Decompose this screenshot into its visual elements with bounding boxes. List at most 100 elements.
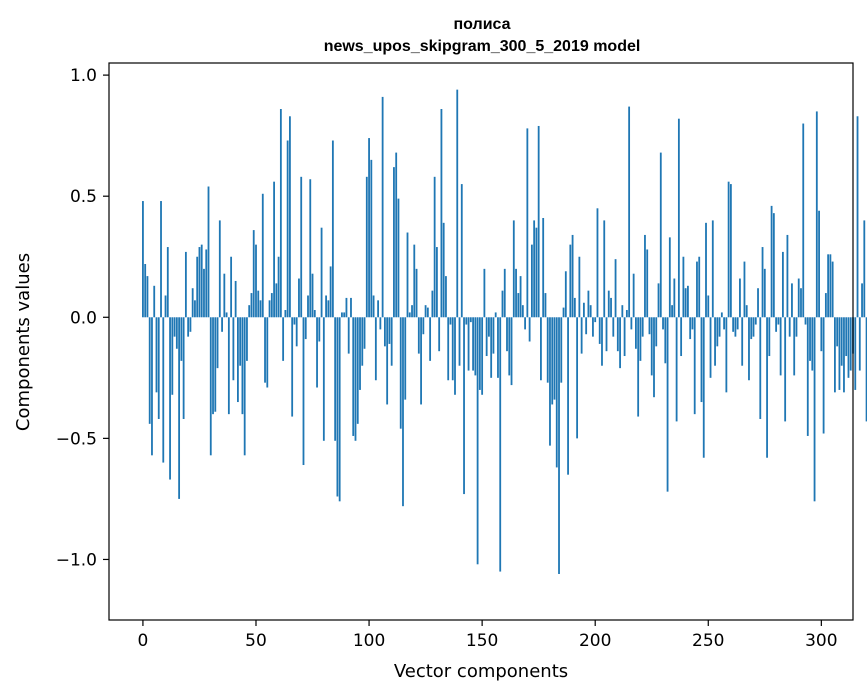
bar (422, 317, 425, 335)
bar (743, 261, 746, 318)
bar (169, 317, 171, 480)
bar (155, 317, 158, 393)
bar (307, 295, 309, 318)
bar (171, 317, 174, 395)
bar (691, 317, 694, 330)
bar (865, 317, 867, 422)
y-tick-label: 0.5 (70, 187, 97, 207)
bar (234, 280, 237, 318)
bar (334, 317, 337, 441)
bar (763, 268, 766, 318)
bar (822, 317, 825, 434)
x-tick-label: 0 (138, 631, 149, 651)
bar (709, 317, 712, 378)
bar (508, 317, 511, 376)
bar (331, 140, 334, 318)
bar (146, 276, 149, 318)
bar (449, 317, 452, 325)
bar (153, 285, 156, 318)
y-tick-label: 0.0 (70, 308, 97, 328)
bar (648, 317, 651, 335)
bar (277, 256, 280, 318)
bar (264, 317, 266, 383)
bar (757, 288, 759, 318)
bar (503, 268, 506, 318)
bar (815, 111, 818, 318)
bar (282, 317, 285, 361)
bar (861, 283, 863, 318)
bar (377, 300, 380, 318)
plot-frame (108, 62, 854, 621)
bar (501, 290, 504, 318)
bar (644, 234, 646, 318)
bar (191, 288, 194, 318)
bar (189, 317, 192, 332)
bar (741, 317, 744, 366)
bar (225, 312, 228, 318)
bar (336, 317, 339, 497)
bar (316, 317, 318, 388)
bar (350, 297, 352, 318)
bar (754, 317, 757, 325)
bar (458, 317, 461, 366)
bar (463, 317, 465, 495)
bar (365, 176, 368, 318)
bar (607, 290, 610, 318)
bar (370, 159, 373, 318)
bar (729, 184, 732, 318)
bar (680, 317, 683, 357)
bar (621, 305, 624, 318)
bar (180, 317, 183, 361)
bar (379, 317, 382, 330)
bar (659, 152, 662, 318)
bar (623, 317, 626, 357)
bar (768, 317, 771, 357)
bar (196, 256, 199, 318)
bar (440, 109, 443, 318)
bar (343, 312, 346, 318)
bar (558, 317, 560, 574)
bar (813, 317, 816, 502)
bar (372, 295, 375, 318)
bar (184, 251, 187, 318)
bar (239, 317, 242, 366)
bar (592, 317, 594, 337)
bar (388, 317, 391, 344)
bar (483, 268, 486, 318)
bar (429, 317, 432, 361)
bar (311, 273, 314, 318)
bar (689, 317, 692, 340)
bar (431, 290, 434, 318)
bar (456, 89, 459, 318)
bar (707, 295, 710, 318)
bar (745, 305, 748, 318)
bar (318, 317, 321, 342)
bar (673, 278, 676, 318)
bar (275, 283, 278, 318)
bar (530, 244, 533, 318)
bar (625, 310, 628, 318)
bar (164, 295, 167, 318)
bar (752, 317, 755, 337)
bar (637, 317, 640, 417)
bar (469, 317, 472, 323)
bar (650, 317, 653, 376)
bar (655, 317, 658, 347)
bar (537, 125, 540, 318)
bar (289, 116, 291, 318)
bar (662, 317, 664, 330)
bar (151, 317, 153, 456)
bar (598, 317, 601, 344)
bar (142, 201, 144, 318)
bar (205, 249, 208, 318)
bar (510, 317, 513, 386)
bar (395, 152, 398, 318)
bar (237, 317, 239, 403)
bar (352, 317, 355, 436)
bar (178, 317, 181, 499)
bar (227, 317, 230, 415)
bar (687, 285, 689, 318)
bar (705, 222, 707, 318)
bar (521, 305, 524, 318)
bar (668, 237, 671, 318)
